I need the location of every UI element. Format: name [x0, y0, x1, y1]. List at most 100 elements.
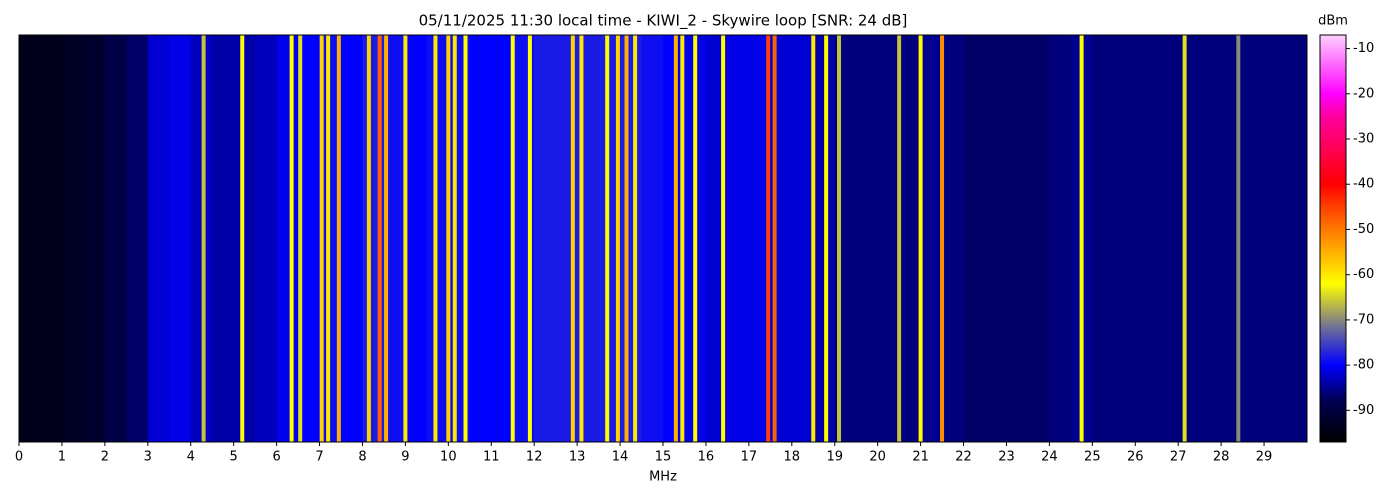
noise-column	[1113, 35, 1136, 442]
x-tick-label: 19	[826, 450, 843, 465]
noise-column	[1156, 35, 1179, 442]
noise-column	[791, 35, 814, 442]
signal-line	[693, 35, 698, 442]
signal-line	[433, 35, 438, 442]
noise-column	[383, 35, 406, 442]
noise-column	[104, 35, 127, 442]
x-tick-label: 28	[1213, 450, 1230, 465]
x-tick-label: 0	[15, 450, 23, 465]
noise-column	[40, 35, 63, 442]
colorbar-tick-label: -90	[1353, 403, 1374, 418]
signal-line	[811, 35, 816, 442]
noise-column	[1027, 35, 1050, 442]
x-tick-label: 4	[187, 450, 195, 465]
signal-line	[377, 35, 382, 442]
x-tick-label: 2	[101, 450, 109, 465]
signal-line	[1182, 35, 1187, 442]
noise-column	[319, 35, 342, 442]
noise-column	[856, 35, 879, 442]
noise-column	[1092, 35, 1115, 442]
noise-column	[1199, 35, 1222, 442]
x-tick-label: 16	[698, 450, 715, 465]
noise-column	[212, 35, 235, 442]
x-tick-label: 9	[401, 450, 409, 465]
noise-column	[233, 35, 256, 442]
x-tick-label: 7	[315, 450, 323, 465]
noise-column	[534, 35, 557, 442]
noise-column	[341, 35, 363, 442]
noise-column	[276, 35, 299, 442]
noise-column	[405, 35, 428, 442]
noise-column	[1049, 35, 1072, 442]
noise-column	[620, 35, 643, 442]
x-tick-label: 1	[58, 450, 66, 465]
signal-line	[570, 35, 575, 442]
signal-line	[298, 35, 303, 442]
noise-column	[1242, 35, 1265, 442]
signal-line	[624, 35, 629, 442]
signal-line	[766, 35, 771, 442]
x-tick-label: 15	[655, 450, 672, 465]
x-tick-label: 11	[483, 450, 500, 465]
noise-column	[426, 35, 449, 442]
signal-line	[897, 35, 902, 442]
colorbar-tick-label: -50	[1353, 222, 1374, 237]
x-tick-label: 21	[912, 450, 929, 465]
signal-line	[201, 35, 206, 442]
chart-title: 05/11/2025 11:30 local time - KIWI_2 - S…	[419, 12, 908, 31]
colorbar	[1319, 34, 1347, 443]
colorbar-tick-label: -40	[1353, 177, 1374, 192]
noise-column	[1285, 35, 1308, 442]
noise-column	[255, 35, 278, 442]
noise-column	[1006, 35, 1029, 442]
signal-line	[918, 35, 923, 442]
colorbar-tick-label: -10	[1353, 41, 1374, 56]
x-tick-label: 5	[230, 450, 238, 465]
signal-line	[1079, 35, 1084, 442]
noise-column	[641, 35, 664, 442]
signal-line	[366, 35, 371, 442]
x-tick-label: 3	[144, 450, 152, 465]
x-tick-label: 18	[784, 450, 801, 465]
signal-line	[403, 35, 408, 442]
signal-line	[772, 35, 777, 442]
x-tick-label: 29	[1256, 450, 1273, 465]
signal-line	[1236, 35, 1241, 442]
noise-column	[169, 35, 192, 442]
signal-line	[336, 35, 341, 442]
x-tick-label: 17	[741, 450, 758, 465]
signal-line	[615, 35, 620, 442]
signal-line	[326, 35, 331, 442]
signal-line	[673, 35, 678, 442]
x-tick-label: 14	[612, 450, 629, 465]
colorbar-tick-label: -30	[1353, 132, 1374, 147]
signal-line	[680, 35, 685, 442]
colorbar-label: dBm	[1318, 14, 1348, 29]
noise-column	[748, 35, 771, 442]
noise-column	[899, 35, 922, 442]
colorbar-tick-label: -20	[1353, 86, 1374, 101]
x-tick-label: 10	[440, 450, 457, 465]
signal-line	[824, 35, 829, 442]
noise-column	[19, 35, 41, 442]
noise-column	[727, 35, 750, 442]
x-tick-label: 13	[569, 450, 586, 465]
signal-line	[605, 35, 610, 442]
signal-line	[319, 35, 324, 442]
noise-column	[469, 35, 492, 442]
noise-column	[985, 35, 1007, 442]
x-tick-label: 6	[272, 450, 280, 465]
noise-column	[598, 35, 621, 442]
noise-column	[1264, 35, 1287, 442]
signal-line	[510, 35, 515, 442]
signal-line	[837, 35, 842, 442]
noise-column	[83, 35, 106, 442]
noise-column	[61, 35, 84, 442]
noise-column	[963, 35, 986, 442]
noise-column	[126, 35, 149, 442]
x-tick-label: 12	[526, 450, 543, 465]
colorbar-tick-label: -80	[1353, 358, 1374, 373]
noise-column	[942, 35, 965, 442]
x-tick-label: 24	[1041, 450, 1058, 465]
